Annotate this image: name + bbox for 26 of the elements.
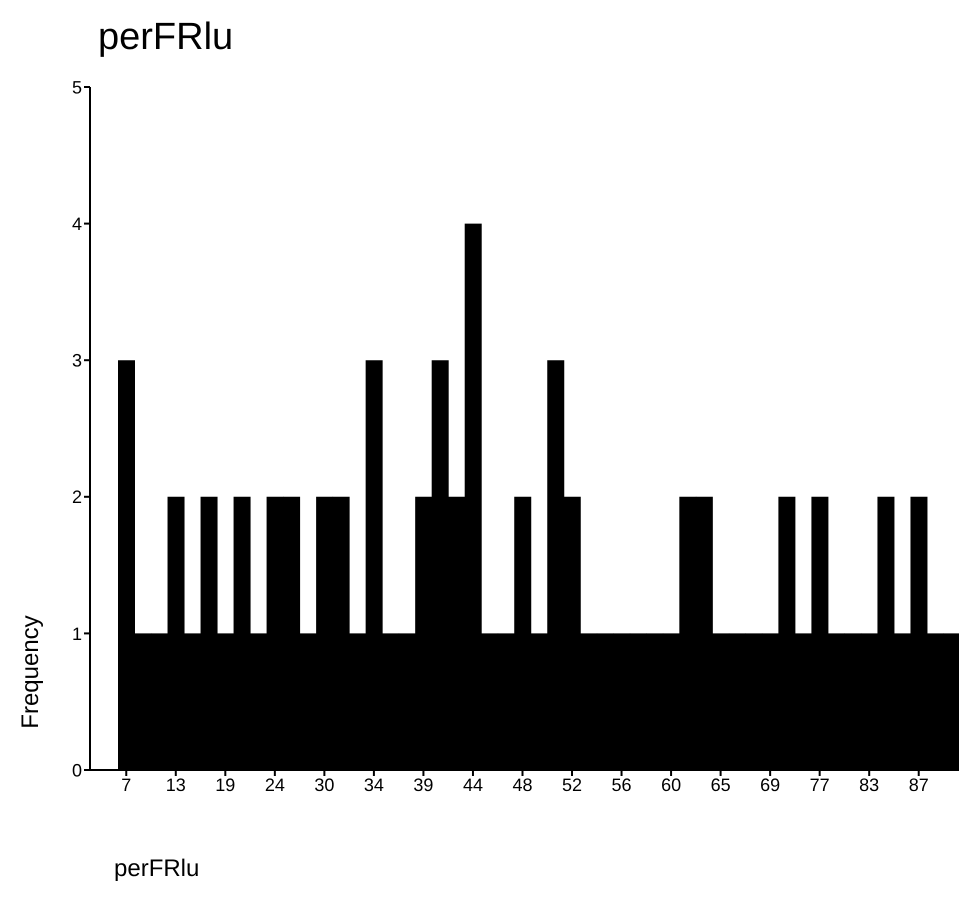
x-tick-label: 13 [166, 774, 186, 795]
y-tick-label: 4 [72, 214, 82, 234]
x-tick-label: 69 [760, 774, 780, 795]
y-tick-label: 5 [72, 77, 82, 98]
x-tick-label: 60 [661, 774, 682, 795]
y-axis-title: Frequency [17, 614, 45, 731]
x-tick-label: 52 [562, 774, 582, 795]
x-tick-label: 24 [264, 774, 285, 795]
x-tick-label: 7 [121, 774, 132, 795]
x-axis-title: perFRlu [114, 855, 200, 883]
x-tick-label: 87 [908, 774, 929, 795]
x-tick-label: 34 [364, 774, 384, 795]
x-tick-label: 44 [462, 774, 483, 795]
x-tick-label: 30 [314, 774, 334, 795]
x-tick-label: 77 [810, 774, 830, 795]
y-tick-label: 3 [72, 350, 82, 371]
x-tick-label: 56 [612, 774, 632, 795]
x-tick-label: 65 [710, 774, 731, 795]
x-tick-label: 83 [859, 774, 880, 795]
y-tick-label: 0 [72, 760, 82, 780]
x-tick-label: 19 [215, 774, 236, 795]
x-tick-label: 48 [512, 774, 533, 795]
chart-title: perFRlu [98, 16, 234, 59]
y-tick-label: 1 [72, 624, 82, 644]
y-tick-label: 2 [72, 487, 82, 508]
x-tick-label: 39 [413, 774, 434, 795]
